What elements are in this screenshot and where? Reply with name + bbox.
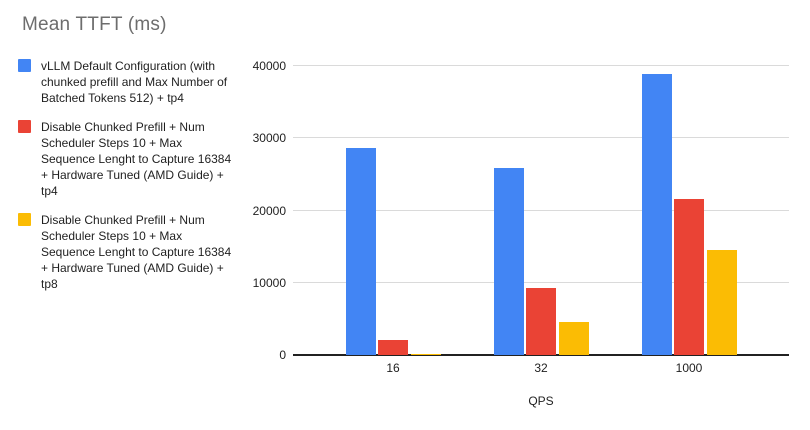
bar-series1-1000 — [641, 73, 672, 355]
gridline — [293, 209, 789, 211]
legend: vLLM Default Configuration (with chunked… — [18, 58, 234, 292]
bar-series3-1000 — [706, 249, 737, 355]
chart-title: Mean TTFT (ms) — [22, 14, 167, 35]
legend-item: Disable Chunked Prefill + Num Scheduler … — [18, 119, 234, 199]
legend-label: Disable Chunked Prefill + Num Scheduler … — [41, 213, 232, 291]
gridline — [293, 65, 789, 66]
legend-swatch-icon — [18, 120, 31, 133]
legend-item: vLLM Default Configuration (with chunked… — [18, 58, 234, 106]
y-axis-tick-label: 20000 — [252, 203, 286, 218]
x-axis-tick-label: 32 — [534, 361, 548, 375]
y-axis-tick-label: 10000 — [252, 275, 286, 290]
bar-series1-16 — [345, 148, 376, 355]
plot-area: 0 10000 20000 30000 40000 — [253, 59, 789, 362]
bar-series2-1000 — [674, 198, 704, 355]
x-axis-tick-label: 1000 — [675, 361, 703, 375]
x-axis-line — [293, 354, 789, 356]
y-axis-tick-label: 40000 — [252, 59, 286, 73]
x-axis-tick-label: 16 — [386, 361, 400, 375]
y-axis-tick-label: 0 — [279, 348, 286, 362]
bar-series1-32 — [493, 167, 524, 355]
y-axis-tick-label: 30000 — [252, 131, 286, 146]
bar-series2-32 — [526, 287, 556, 355]
x-axis-title: QPS — [528, 394, 554, 408]
legend-swatch-icon — [18, 59, 31, 72]
gridline — [293, 281, 789, 283]
legend-swatch-icon — [18, 213, 31, 226]
gridline — [293, 137, 789, 139]
legend-item: Disable Chunked Prefill + Num Scheduler … — [18, 212, 234, 292]
legend-label: vLLM Default Configuration (with chunked… — [41, 59, 228, 105]
bar-series3-16 — [410, 353, 441, 355]
bar-series3-32 — [558, 321, 589, 355]
bar-series2-16 — [378, 339, 408, 355]
legend-label: Disable Chunked Prefill + Num Scheduler … — [41, 120, 232, 198]
